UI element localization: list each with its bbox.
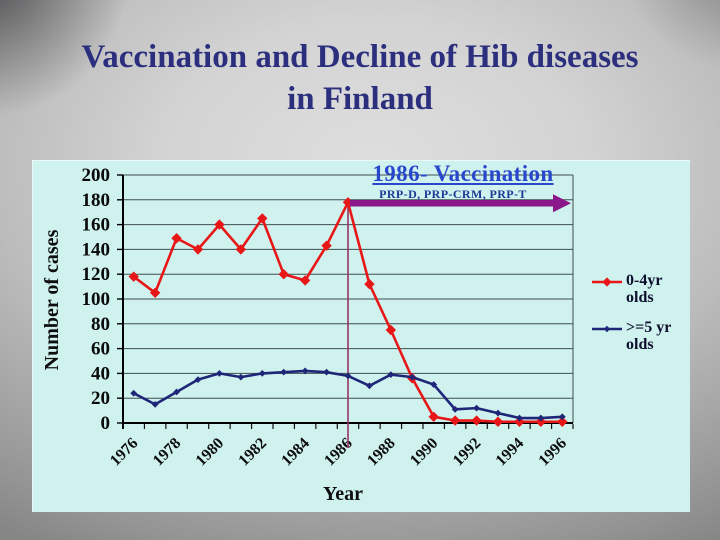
- x-axis-title: Year: [323, 483, 363, 505]
- y-tick-label: 160: [82, 215, 111, 236]
- data-point-0-4yr: [192, 244, 204, 255]
- data-point-5plus: [216, 370, 223, 377]
- data-point-5plus: [151, 401, 159, 408]
- annotation-subheading: PRP-D, PRP-CRM, PRP-T: [379, 187, 527, 201]
- chart-area: 0 20 40 60 80 100 120 140 160 180 200 1976 1978 1980 1…: [32, 160, 690, 512]
- vaccination-arrow-head: [553, 194, 571, 213]
- y-tick-label: 100: [82, 289, 111, 310]
- data-point-5plus: [130, 389, 138, 397]
- y-tick-label: 60: [91, 339, 110, 360]
- data-point-0-4yr: [214, 219, 225, 230]
- legend-marker-shape: [603, 325, 611, 333]
- x-tick-label: 1980: [193, 435, 228, 470]
- data-point-5plus: [408, 373, 416, 381]
- data-point-0-4yr: [364, 278, 375, 290]
- data-point-5plus: [194, 376, 202, 383]
- data-point-5plus: [473, 404, 480, 412]
- data-point-5plus: [237, 373, 245, 381]
- data-point-0-4yr: [171, 233, 182, 244]
- legend-entry-5plus: >=5 yr olds: [592, 319, 690, 353]
- y-tick-label: 40: [91, 363, 110, 384]
- slide-title: Vaccination and Decline of Hib diseases …: [0, 36, 720, 120]
- data-point-0-4yr: [449, 415, 461, 426]
- x-tick-label: 1994: [493, 435, 528, 470]
- data-point-0-4yr: [299, 275, 311, 286]
- legend-label-0-4yr: 0-4yr olds: [626, 272, 663, 306]
- data-point-5plus: [323, 368, 330, 376]
- y-tick-label: 80: [91, 314, 110, 335]
- data-point-5plus: [451, 405, 459, 413]
- x-tick-label: 1988: [364, 435, 399, 470]
- y-axis-title: Number of cases: [41, 229, 63, 371]
- data-point-0-4yr: [492, 416, 504, 427]
- data-point-5plus: [516, 414, 523, 422]
- data-point-5plus: [344, 372, 352, 380]
- x-tick-label: 1990: [407, 435, 442, 470]
- x-tick-label: 1992: [450, 435, 485, 470]
- slide-title-line2: in Finland: [287, 81, 433, 117]
- x-tick-label: 1976: [107, 435, 142, 470]
- data-point-5plus: [280, 368, 288, 376]
- y-tick-label: 140: [82, 239, 111, 260]
- data-point-0-4yr: [257, 213, 268, 224]
- y-tick-label: 200: [82, 165, 111, 186]
- data-point-5plus: [387, 371, 395, 379]
- data-point-0-4yr: [428, 411, 439, 422]
- legend-marker-0-4yr-icon: [592, 277, 622, 287]
- x-tick-label: 1986: [321, 435, 356, 470]
- data-point-0-4yr: [557, 416, 568, 427]
- x-tick-label: 1978: [150, 435, 185, 470]
- y-tick-label: 0: [101, 413, 111, 434]
- data-point-5plus: [558, 413, 566, 421]
- y-tick-label: 180: [82, 190, 111, 211]
- legend-label-5plus: >=5 yr olds: [626, 319, 672, 353]
- data-point-0-4yr: [278, 269, 289, 280]
- slide-title-line1: Vaccination and Decline of Hib diseases: [81, 39, 639, 75]
- data-point-5plus: [430, 381, 438, 388]
- y-tick-label: 120: [82, 264, 111, 285]
- data-point-0-4yr: [235, 244, 247, 255]
- data-point-0-4yr: [471, 415, 482, 426]
- annotation-heading: 1986- Vaccination: [372, 161, 554, 186]
- y-tick-label: 20: [91, 388, 110, 409]
- data-point-0-4yr: [385, 324, 397, 336]
- x-tick-label: 1982: [235, 435, 270, 470]
- data-point-5plus: [537, 414, 545, 422]
- data-point-5plus: [301, 367, 309, 375]
- data-point-5plus: [494, 409, 502, 417]
- legend-marker-5plus-icon: [592, 325, 622, 333]
- legend-marker-shape: [602, 277, 612, 287]
- data-point-5plus: [366, 382, 373, 390]
- data-point-5plus: [258, 370, 266, 377]
- data-point-0-4yr: [321, 240, 332, 251]
- legend: 0-4yr olds >=5 yr olds: [592, 272, 690, 366]
- legend-entry-0-4yr: 0-4yr olds: [592, 272, 690, 306]
- data-point-0-4yr: [128, 271, 139, 282]
- x-tick-label: 1984: [278, 435, 313, 470]
- x-tick-label: 1996: [535, 435, 570, 470]
